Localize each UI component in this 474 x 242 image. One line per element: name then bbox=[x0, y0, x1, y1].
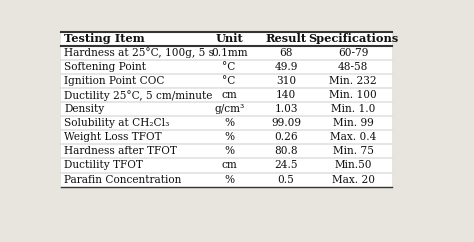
Bar bbox=[61, 32, 392, 187]
Text: 0.1mm: 0.1mm bbox=[211, 48, 247, 58]
Text: Min. 100: Min. 100 bbox=[329, 90, 377, 100]
Text: Specifications: Specifications bbox=[308, 33, 398, 44]
Text: °C: °C bbox=[222, 76, 236, 86]
Text: cm: cm bbox=[221, 90, 237, 100]
Text: 80.8: 80.8 bbox=[274, 146, 298, 156]
Text: Min. 75: Min. 75 bbox=[333, 146, 374, 156]
Text: Ductility TFOT: Ductility TFOT bbox=[64, 160, 143, 170]
Text: Max. 0.4: Max. 0.4 bbox=[330, 132, 376, 142]
Text: 140: 140 bbox=[276, 90, 296, 100]
Text: 24.5: 24.5 bbox=[274, 160, 298, 170]
Text: 1.03: 1.03 bbox=[274, 104, 298, 114]
Text: Softening Point: Softening Point bbox=[64, 62, 146, 72]
Text: 310: 310 bbox=[276, 76, 296, 86]
Text: 49.9: 49.9 bbox=[274, 62, 298, 72]
Text: °C: °C bbox=[222, 62, 236, 72]
Text: Testing Item: Testing Item bbox=[64, 33, 145, 44]
Text: Min. 1.0: Min. 1.0 bbox=[331, 104, 375, 114]
Text: 99.09: 99.09 bbox=[271, 118, 301, 128]
Text: Min. 232: Min. 232 bbox=[329, 76, 377, 86]
Text: 48-58: 48-58 bbox=[338, 62, 368, 72]
Text: Hardness at 25°C, 100g, 5 s: Hardness at 25°C, 100g, 5 s bbox=[64, 47, 214, 58]
Text: 0.5: 0.5 bbox=[278, 174, 294, 185]
Text: 0.26: 0.26 bbox=[274, 132, 298, 142]
Text: %: % bbox=[224, 174, 234, 185]
Text: Min. 99: Min. 99 bbox=[333, 118, 374, 128]
Text: Ductility 25°C, 5 cm/minute: Ductility 25°C, 5 cm/minute bbox=[64, 90, 212, 101]
Text: %: % bbox=[224, 132, 234, 142]
Text: Density: Density bbox=[64, 104, 104, 114]
Text: g/cm³: g/cm³ bbox=[214, 104, 244, 114]
Text: %: % bbox=[224, 118, 234, 128]
Text: 68: 68 bbox=[279, 48, 293, 58]
Text: Parafin Concentration: Parafin Concentration bbox=[64, 174, 182, 185]
Text: cm: cm bbox=[221, 160, 237, 170]
Text: Ignition Point COC: Ignition Point COC bbox=[64, 76, 164, 86]
Text: Solubility at CH₂Cl₃: Solubility at CH₂Cl₃ bbox=[64, 118, 169, 128]
Text: Hardness after TFOT: Hardness after TFOT bbox=[64, 146, 177, 156]
Text: Max. 20: Max. 20 bbox=[332, 174, 374, 185]
Text: Weight Loss TFOT: Weight Loss TFOT bbox=[64, 132, 162, 142]
Text: %: % bbox=[224, 146, 234, 156]
Text: Min.50: Min.50 bbox=[334, 160, 372, 170]
Text: Unit: Unit bbox=[215, 33, 243, 44]
Text: Result: Result bbox=[265, 33, 307, 44]
Text: 60-79: 60-79 bbox=[338, 48, 368, 58]
